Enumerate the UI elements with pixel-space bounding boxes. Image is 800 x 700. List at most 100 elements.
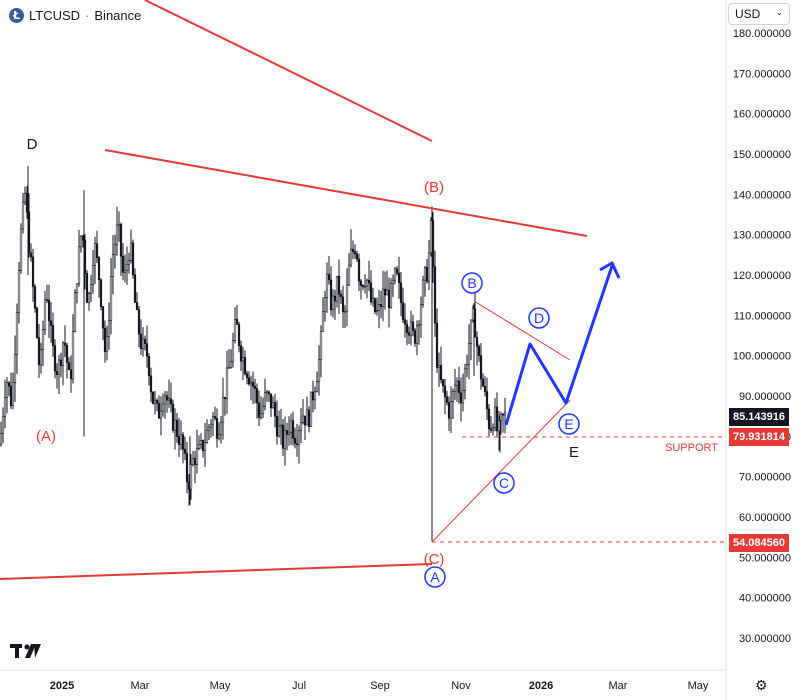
currency-label: USD <box>735 7 761 21</box>
candle-body <box>157 402 161 419</box>
candle-body <box>405 323 409 334</box>
candle-body <box>213 416 217 419</box>
candle-body <box>249 381 253 385</box>
candle-body <box>253 385 257 389</box>
time-axis[interactable]: 2025 Mar May Jul Sep Nov 2026 Mar May <box>50 680 709 692</box>
candle-body <box>77 246 81 285</box>
candle-body <box>271 402 275 409</box>
candle-body <box>331 295 335 311</box>
candle-body <box>129 242 133 261</box>
candle-body <box>433 266 437 324</box>
candle-body <box>273 402 277 417</box>
candle-body <box>469 319 473 344</box>
time-tick-label: 2026 <box>529 680 553 692</box>
candle-body <box>127 260 131 265</box>
candle-body <box>243 357 247 374</box>
candle-body <box>483 385 487 392</box>
candle-body <box>161 403 165 412</box>
candle-body <box>171 403 175 431</box>
candle-body <box>123 269 127 273</box>
candle-body <box>235 318 239 325</box>
candle-body <box>217 434 221 439</box>
candle-body <box>363 285 367 288</box>
candle-body <box>367 279 371 284</box>
candle-body <box>455 380 459 386</box>
candle-body <box>265 391 269 394</box>
candle-body <box>295 443 299 445</box>
candle-body <box>209 423 213 428</box>
price-axis[interactable]: 180.000000 170.000000 160.000000 150.000000… <box>733 28 791 645</box>
candle-body <box>391 279 395 284</box>
candle-body <box>485 391 489 410</box>
candle-body <box>449 401 453 419</box>
candle-body <box>49 320 53 326</box>
candle-body <box>311 391 315 401</box>
candle-body <box>481 378 485 387</box>
candle-body <box>201 440 205 451</box>
candle-body <box>55 370 59 375</box>
candle-body <box>51 325 55 346</box>
candle-body <box>451 391 455 403</box>
wave-label-b-text: B <box>467 275 476 291</box>
candle-body <box>79 235 83 248</box>
candle-body <box>67 362 71 370</box>
price-tick-label: 30.000000 <box>739 633 791 645</box>
candle-body <box>241 357 245 362</box>
tradingview-logo-icon[interactable] <box>10 642 42 660</box>
currency-selector[interactable]: USD ⌄ <box>728 3 790 25</box>
candle-body <box>401 302 405 321</box>
candle-body <box>107 320 111 337</box>
candle-body <box>141 338 145 349</box>
candle-body <box>357 258 361 282</box>
candle-body <box>147 356 151 377</box>
candle-body <box>329 279 333 311</box>
candle-body <box>247 377 251 385</box>
time-tick-label: May <box>210 680 231 692</box>
candle-body <box>3 397 7 417</box>
candle-body <box>301 415 305 423</box>
candle-body <box>71 331 75 380</box>
candle-body <box>305 409 309 426</box>
candle-body <box>437 365 441 368</box>
candle-body <box>261 405 265 415</box>
candle-body <box>29 252 33 258</box>
price-tick-label: 100.000000 <box>733 351 791 363</box>
candle-body <box>229 361 233 368</box>
candle-body <box>347 264 351 286</box>
candle-body <box>349 248 353 266</box>
candle-body <box>35 307 39 339</box>
candle-body <box>195 448 199 465</box>
candle-body <box>245 373 249 379</box>
candle-body <box>317 359 321 382</box>
candle-body <box>199 440 203 445</box>
candle-body <box>89 284 93 294</box>
candle-body <box>65 344 69 363</box>
candle-body <box>139 333 143 349</box>
candle-body <box>493 406 497 428</box>
wave-label-d-text: D <box>534 310 544 326</box>
candle-body <box>435 322 439 368</box>
candle-body <box>403 319 407 325</box>
candle-body <box>457 380 461 394</box>
candle-body <box>385 289 389 296</box>
candle-body <box>465 364 469 370</box>
candle-body <box>73 292 77 332</box>
settings-gear-icon[interactable]: ⚙ <box>755 677 768 693</box>
price-tick-label: 180.000000 <box>733 28 791 40</box>
symbol-header[interactable]: Ł LTCUSD · Binance <box>6 7 145 24</box>
candle-body <box>467 342 471 365</box>
candle-body <box>91 265 95 285</box>
candle-body <box>309 391 313 427</box>
price-tick-label: 170.000000 <box>733 68 791 80</box>
candle-body <box>487 408 491 429</box>
price-tick-label: 70.000000 <box>739 472 791 484</box>
candle-body <box>173 419 177 431</box>
wave-label-c-ring <box>493 472 515 494</box>
candle-body <box>263 392 267 407</box>
exchange-name: Binance <box>94 8 142 23</box>
candle-body <box>69 369 73 380</box>
support-price-tag: 79.931814 <box>729 428 789 446</box>
candle-body <box>287 431 291 435</box>
candle-body <box>31 256 35 287</box>
